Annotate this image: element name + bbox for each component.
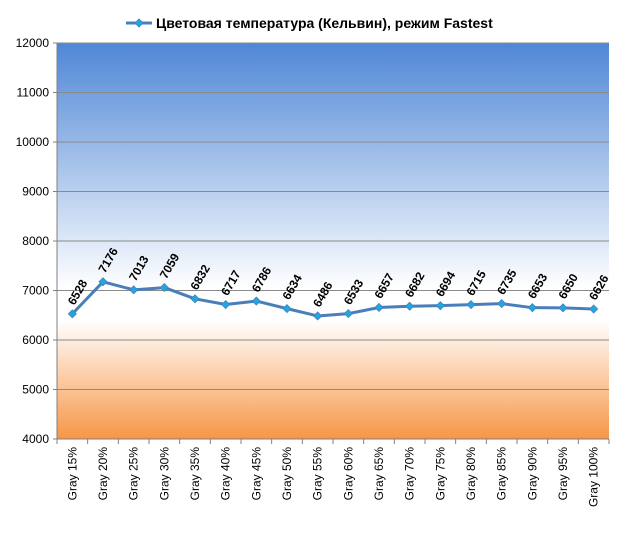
y-tick-label: 7000 bbox=[22, 284, 49, 298]
data-point bbox=[343, 309, 353, 319]
x-tick-label: Gray 65% bbox=[372, 447, 386, 501]
data-point bbox=[558, 303, 568, 313]
x-tick-label: Gray 40% bbox=[219, 447, 233, 501]
y-tick-label: 5000 bbox=[22, 383, 49, 397]
x-tick-label: Gray 90% bbox=[525, 447, 539, 501]
x-tick-label: Gray 95% bbox=[556, 447, 570, 501]
y-tick-label: 8000 bbox=[22, 234, 49, 248]
x-tick-label: Gray 20% bbox=[96, 447, 110, 501]
data-point bbox=[497, 299, 507, 309]
x-tick-label: Gray 15% bbox=[65, 447, 79, 501]
data-point bbox=[98, 277, 108, 287]
data-point bbox=[527, 303, 537, 313]
data-point bbox=[67, 309, 77, 319]
y-tick-label: 4000 bbox=[22, 432, 49, 446]
y-tick-label: 12000 bbox=[16, 36, 50, 50]
y-tick-label: 11000 bbox=[17, 86, 50, 100]
data-point bbox=[282, 304, 292, 314]
data-point bbox=[221, 299, 231, 310]
x-tick-label: Gray 85% bbox=[495, 447, 509, 501]
x-tick-label: Gray 75% bbox=[433, 447, 447, 501]
data-point bbox=[190, 294, 200, 304]
x-tick-label: Gray 60% bbox=[341, 447, 355, 501]
data-point bbox=[159, 283, 169, 293]
series-line bbox=[71, 280, 594, 318]
data-point bbox=[374, 302, 384, 313]
x-tick-label: Gray 50% bbox=[280, 447, 294, 501]
y-tick-label: 10000 bbox=[16, 135, 50, 149]
chart-title: Цветовая температура (Кельвин), режим Fa… bbox=[156, 15, 493, 31]
x-tick-label: Gray 70% bbox=[403, 447, 417, 501]
x-tick-label: Gray 45% bbox=[249, 447, 263, 501]
data-point bbox=[435, 301, 445, 311]
data-point bbox=[466, 300, 476, 310]
data-point bbox=[129, 285, 139, 295]
data-point bbox=[405, 301, 415, 311]
y-tick-label: 6000 bbox=[22, 333, 49, 347]
data-point bbox=[589, 304, 599, 314]
x-tick-label: Gray 35% bbox=[188, 447, 202, 501]
x-tick-label: Gray 100% bbox=[587, 447, 601, 507]
x-tick-label: Gray 25% bbox=[127, 447, 141, 501]
x-tick-label: Gray 80% bbox=[464, 447, 478, 501]
x-tick-label: Gray 55% bbox=[311, 447, 325, 501]
y-tick-label: 9000 bbox=[22, 185, 49, 199]
data-point bbox=[251, 296, 261, 306]
data-point bbox=[313, 311, 323, 321]
x-tick-label: Gray 30% bbox=[157, 447, 171, 501]
legend-swatch-marker bbox=[134, 18, 144, 28]
